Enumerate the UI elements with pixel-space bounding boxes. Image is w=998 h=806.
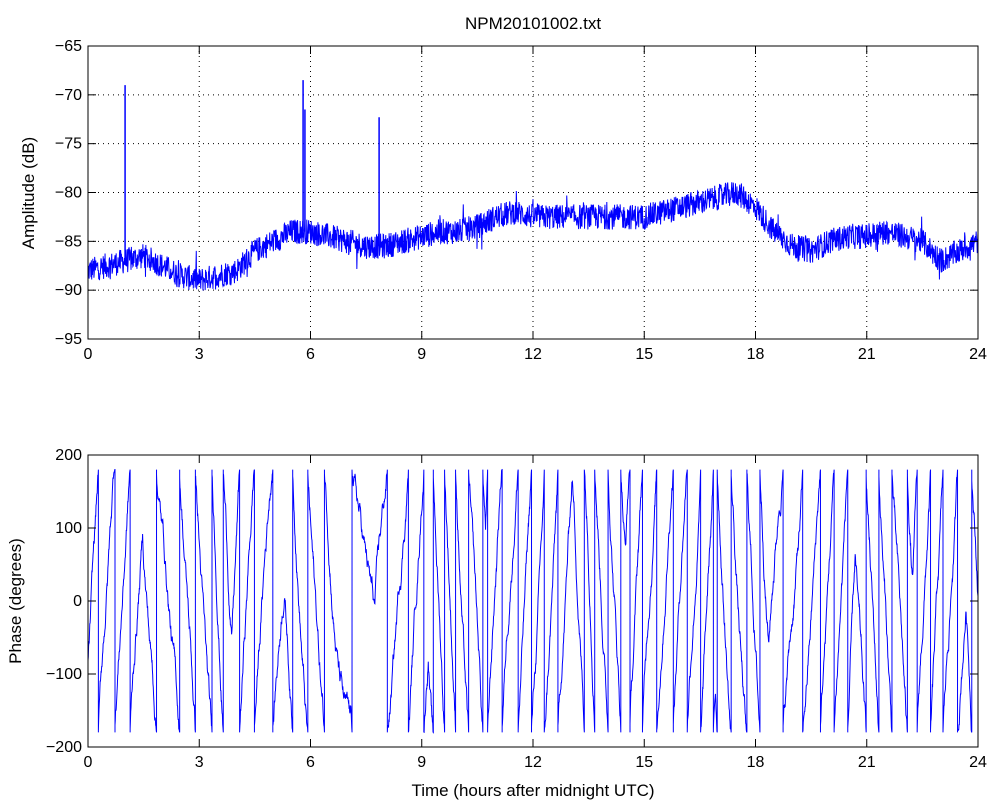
chart-title: NPM20101002.txt [465,14,601,33]
x-tick-label: 12 [524,754,542,771]
phase-y-axis-label: Phase (degrees) [6,538,25,664]
y-tick-label: −90 [55,282,82,299]
amplitude-grid [88,46,978,339]
x-tick-label: 12 [524,346,542,363]
y-tick-label: 200 [55,447,82,464]
y-tick-label: 100 [55,520,82,537]
x-tick-label: 3 [195,754,204,771]
x-tick-label: 15 [635,754,653,771]
y-tick-label: −65 [55,38,82,55]
x-tick-label: 18 [747,754,765,771]
amplitude-axes: NPM20101002.txt 0 3 6 9 12 15 18 21 24 −95 −90 −85 −… [19,14,987,363]
x-tick-label: 3 [195,346,204,363]
phase-axes: 0 3 6 9 12 15 18 21 24 −200 −100 0 100 200 Phase (deg… [6,447,987,800]
x-tick-label: 9 [417,346,426,363]
amplitude-series [87,80,979,291]
y-tick-label: −80 [55,185,82,202]
x-tick-label: 0 [84,754,93,771]
y-tick-label: −70 [55,87,82,104]
amplitude-ticks: 0 3 6 9 12 15 18 21 24 −95 −90 −85 −80 −75 −70 −65 [55,38,987,363]
y-tick-label: 0 [73,593,82,610]
x-tick-label: 24 [969,754,987,771]
y-tick-label: −85 [55,233,82,250]
x-axis-label: Time (hours after midnight UTC) [411,781,654,800]
x-tick-label: 9 [417,754,426,771]
phase-ticks: 0 3 6 9 12 15 18 21 24 −200 −100 0 100 200 [46,447,987,771]
y-tick-label: −200 [46,739,82,756]
x-tick-label: 6 [306,346,315,363]
x-tick-label: 24 [969,346,987,363]
x-tick-label: 0 [84,346,93,363]
x-tick-label: 6 [306,754,315,771]
amplitude-y-axis-label: Amplitude (dB) [19,137,38,249]
phase-line [87,468,979,734]
x-tick-label: 18 [747,346,765,363]
amplitude-line [87,182,979,291]
y-tick-label: −100 [46,666,82,683]
y-tick-label: −75 [55,136,82,153]
phase-series [87,468,979,734]
x-tick-label: 15 [635,346,653,363]
x-tick-label: 21 [858,754,876,771]
y-tick-label: −95 [55,331,82,348]
x-tick-label: 21 [858,346,876,363]
